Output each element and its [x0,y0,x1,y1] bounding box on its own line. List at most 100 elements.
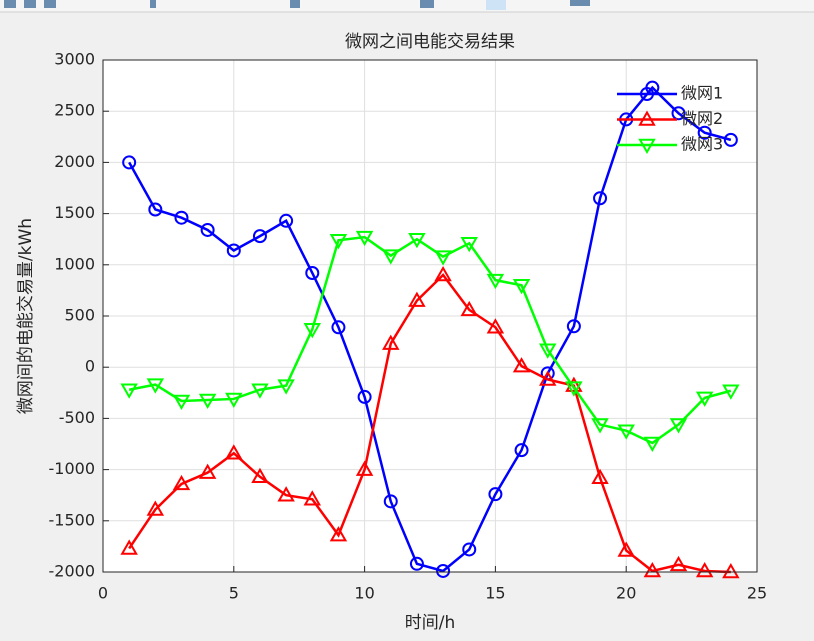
legend-label: 微网1 [681,84,723,103]
marker [486,273,505,290]
y-axis-label: 微网间的电能交易量/kWh [16,218,36,414]
tool-icon[interactable] [150,0,156,8]
marker [303,323,322,339]
marker [512,357,531,373]
y-tick-label: 1000 [54,254,95,273]
marker [488,487,503,502]
marker [331,320,346,335]
y-tick-label: 2000 [54,152,95,171]
marker [643,561,662,578]
marker [408,232,426,249]
marker [357,389,372,404]
marker [643,436,662,452]
marker [486,318,505,334]
marker [565,381,583,397]
marker [146,378,165,394]
marker [514,443,529,458]
marker [695,391,714,407]
x-tick-label: 5 [229,584,239,603]
y-tick-label: 3000 [54,50,95,69]
marker [723,132,738,147]
legend-marker [638,138,656,155]
x-tick-label: 25 [747,584,767,603]
legend: 微网1 微网2 微网3 [617,84,723,155]
y-tick-label: 1500 [54,203,95,222]
marker [409,556,424,571]
tool-icon[interactable] [4,0,16,8]
legend-marker [638,110,656,126]
x-axis-label: 时间/h [405,613,456,633]
x-tick-label: 0 [98,584,108,603]
marker [146,500,165,516]
x-tick-label: 15 [485,584,505,603]
marker [617,541,635,557]
y-tick-label: 0 [85,357,95,376]
series [120,266,740,579]
marker [148,202,163,217]
marker [538,343,557,359]
marker [251,467,269,484]
toolbar [0,0,814,12]
tool-icon[interactable] [44,0,56,8]
marker [225,444,243,460]
marker [697,125,712,140]
marker [172,474,191,491]
legend-label: 微网3 [681,135,723,154]
marker [277,379,295,395]
tool-icon[interactable] [290,0,300,8]
marker [671,106,686,121]
series-layer [120,80,740,579]
marker [460,300,478,317]
marker [382,249,400,265]
marker [120,383,138,399]
marker [434,250,452,266]
marker [462,542,477,557]
tool-icon[interactable] [486,0,506,10]
marker [593,191,608,206]
marker [669,555,688,572]
marker [251,383,269,399]
marker [722,562,740,579]
marker [434,266,452,282]
tool-icon[interactable] [24,0,36,8]
y-tick-label: -1500 [49,510,96,529]
marker [172,394,191,411]
marker [303,490,322,506]
marker [436,563,451,578]
marker [355,230,374,247]
marker [460,237,478,253]
series-line [128,273,731,574]
marker [722,384,740,400]
marker [538,370,557,386]
y-tick-label: -500 [59,408,95,427]
marker [591,418,609,434]
marker [382,334,400,350]
y-tick-label: 500 [64,306,95,325]
marker [120,539,138,555]
x-tick-label: 20 [616,584,636,603]
marker [355,460,374,476]
marker [200,222,215,237]
marker [198,463,217,479]
marker [383,494,398,509]
marker [174,210,189,225]
y-tick-label: 2500 [54,101,95,120]
marker [226,243,241,258]
marker [225,392,243,408]
marker [279,213,294,228]
legend-label: 微网2 [681,109,723,128]
marker [512,279,531,295]
toolbar-icons[interactable] [4,0,590,10]
y-tick-label: -1000 [49,459,96,478]
marker [277,486,295,502]
marker [252,229,267,244]
marker [566,319,581,334]
tool-icon[interactable] [570,0,590,6]
tool-icon[interactable] [420,0,434,8]
y-tick-label: -2000 [49,562,96,581]
chart-title: 微网之间电能交易结果 [345,32,515,52]
marker [329,526,348,542]
x-tick-label: 10 [354,584,374,603]
